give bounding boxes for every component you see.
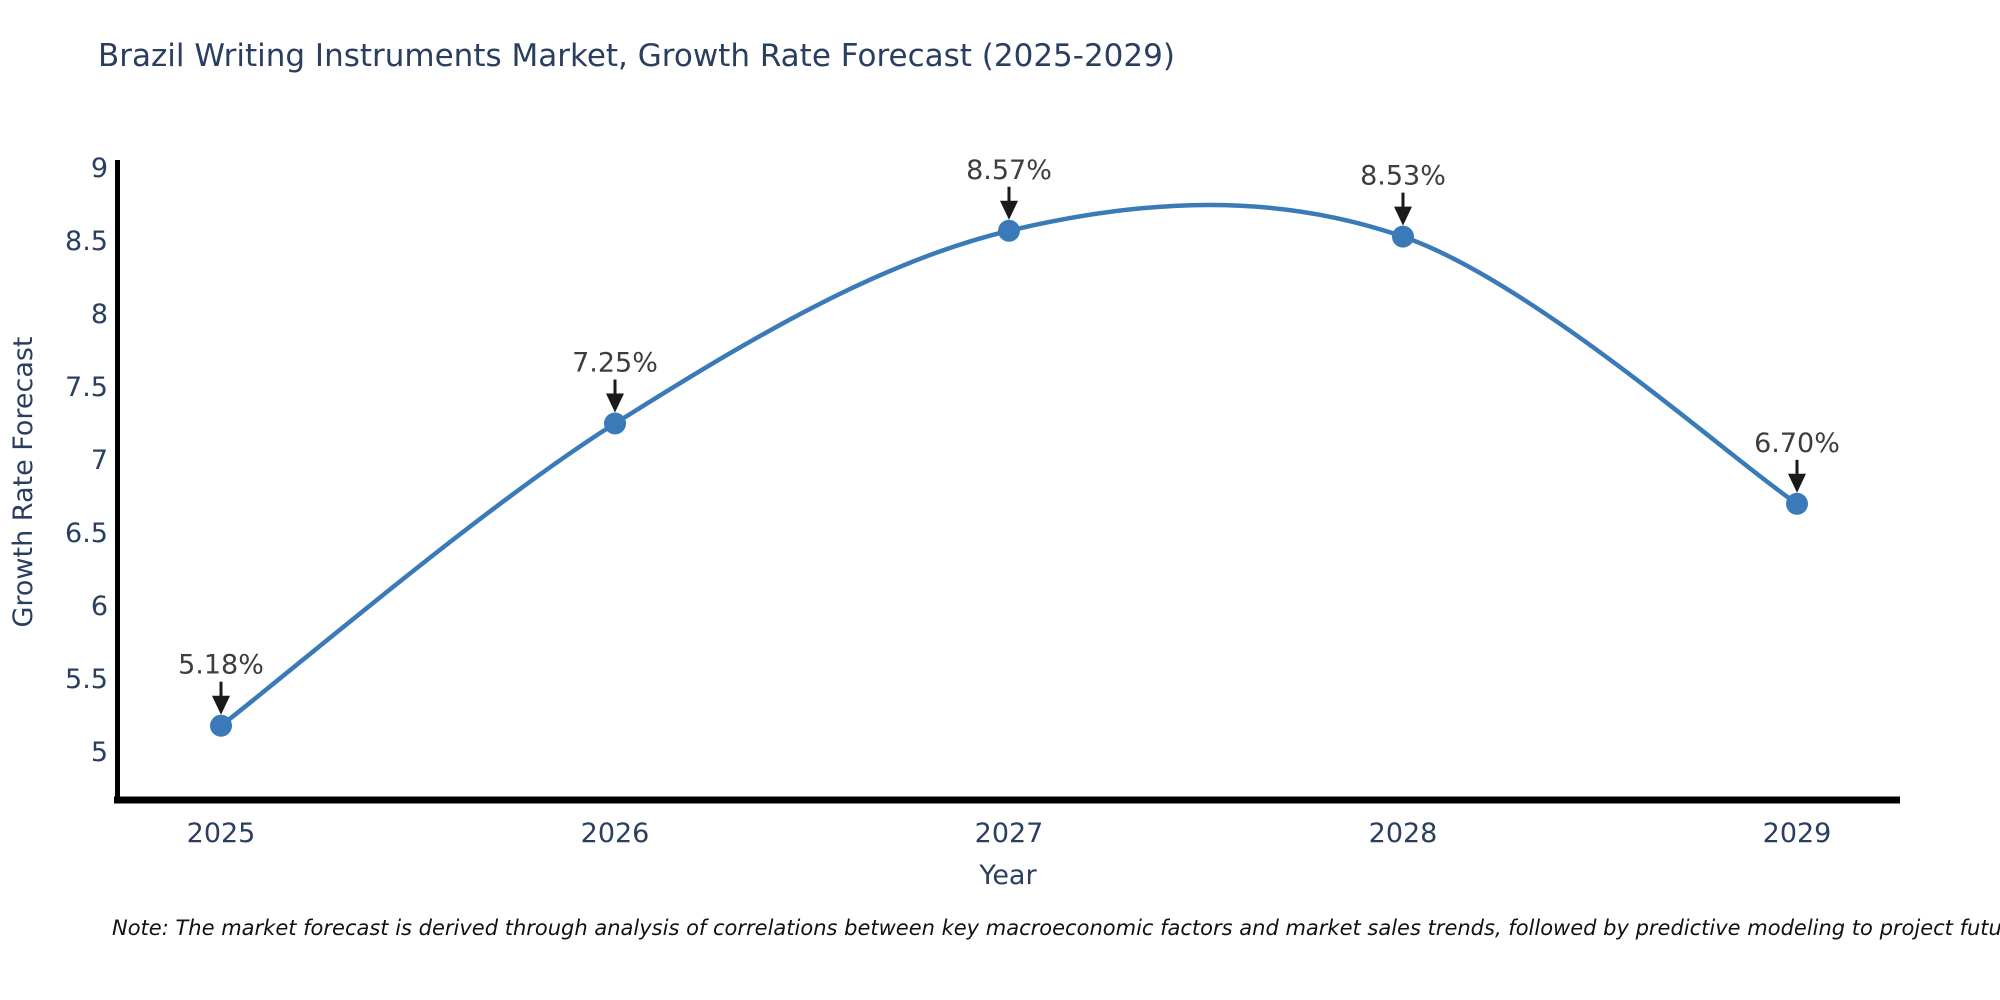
- data-point-marker-2028: [1392, 225, 1414, 248]
- x-tick-label-2025: 2025: [187, 818, 256, 849]
- x-tick-label-2028: 2028: [1369, 818, 1438, 849]
- annotation-arrow-head: [1394, 206, 1412, 226]
- y-tick-label-9: 9: [91, 153, 108, 184]
- y-tick-label-8: 8: [91, 299, 108, 330]
- data-point-marker-2026: [604, 412, 626, 435]
- x-tick-label-2027: 2027: [975, 818, 1044, 849]
- point-label-2028: 8.53%: [1360, 161, 1446, 192]
- point-label-2027: 8.57%: [966, 155, 1052, 186]
- data-point-marker-2029: [1786, 492, 1808, 515]
- annotation-arrow-head: [606, 393, 624, 413]
- point-label-2026: 7.25%: [572, 348, 658, 379]
- axes-layer: [114, 160, 1900, 804]
- y-tick-label-5: 5: [91, 737, 108, 768]
- y-tick-label-6.5: 6.5: [65, 518, 108, 549]
- y-tick-label-7: 7: [91, 445, 108, 476]
- trend-line-series: [210, 202, 1808, 737]
- x-tick-label-2029: 2029: [1763, 818, 1832, 849]
- data-point-marker-2025: [210, 714, 232, 737]
- y-tick-label-7.5: 7.5: [65, 372, 108, 403]
- x-tick-label-2026: 2026: [581, 818, 650, 849]
- trend-line: [218, 202, 1800, 728]
- y-tick-label-5.5: 5.5: [65, 664, 108, 695]
- annotation-layer: 5.18% 7.25% 8.57% 8.53% 6.70%: [178, 155, 1840, 715]
- annotation-arrow-head: [1788, 473, 1806, 493]
- point-label-2029: 6.70%: [1754, 428, 1840, 459]
- y-tick-label-8.5: 8.5: [65, 226, 108, 257]
- point-label-2025: 5.18%: [178, 650, 264, 681]
- data-point-marker-2027: [998, 219, 1020, 242]
- chart-title: Brazil Writing Instruments Market, Growt…: [98, 38, 1175, 74]
- y-axis-title: Growth Rate Forecast: [8, 336, 39, 627]
- annotation-arrow-head: [212, 695, 230, 715]
- annotation-arrow-head: [1000, 200, 1018, 220]
- x-axis-title: Year: [978, 860, 1037, 891]
- ticks-layer: 5 5.5 6 6.5 7 7.5 8 8.5 9 2025 2026 2027 2028 2029: [65, 153, 1831, 849]
- footnote: Note: The market forecast is derived thr…: [112, 916, 2000, 940]
- y-tick-label-6: 6: [91, 591, 108, 622]
